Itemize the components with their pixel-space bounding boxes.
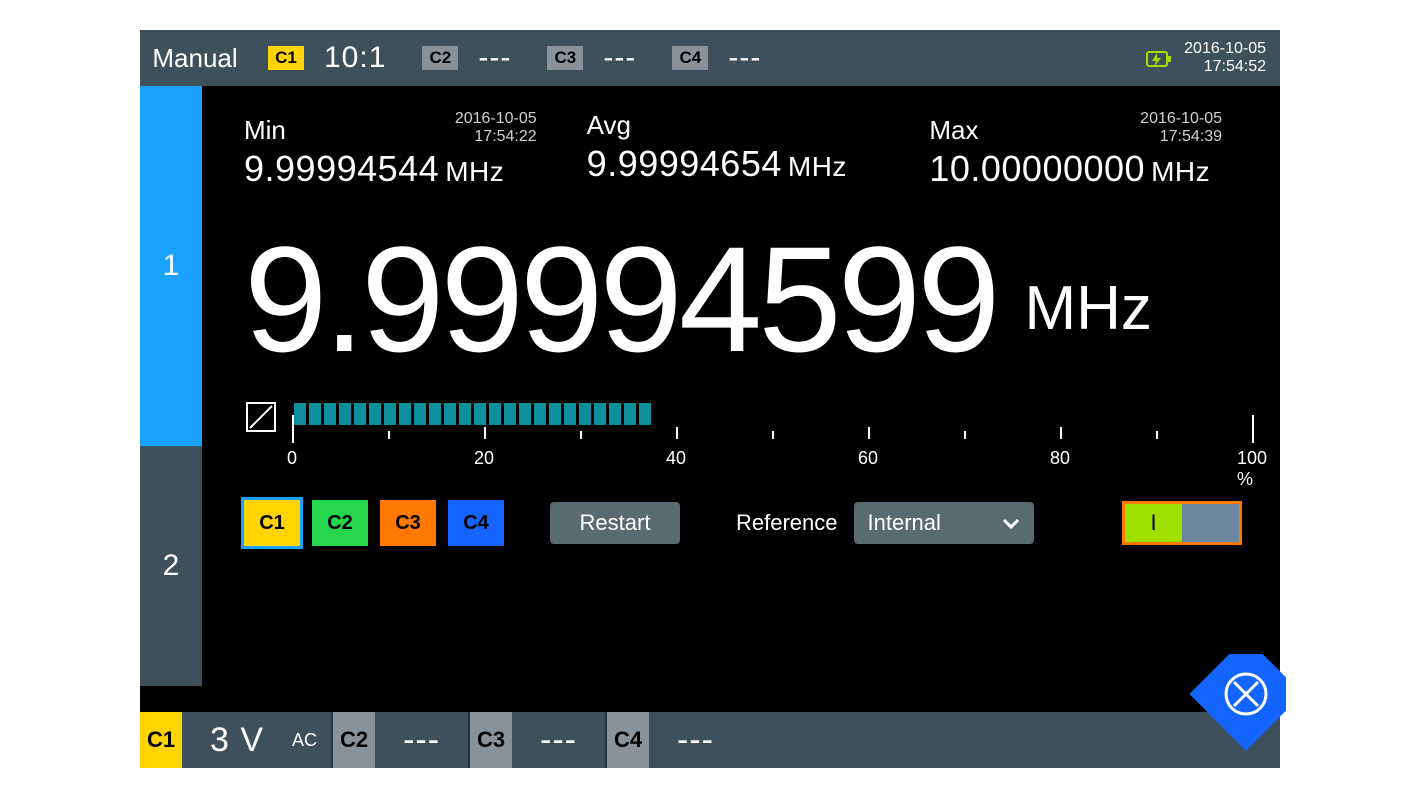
stat-avg-label: Avg (587, 110, 631, 141)
reading-value: 9.99994599 (244, 215, 996, 383)
progress-tick-label: 0 (287, 448, 297, 469)
progress-icon (244, 400, 278, 434)
channel-button-c3[interactable]: C3 (380, 500, 436, 546)
progress-bar[interactable] (292, 403, 1252, 431)
reference-label: Reference (736, 510, 838, 536)
progress-tick-label: 40 (666, 448, 686, 469)
reading-unit: MHz (1024, 273, 1151, 344)
bottom-chip-c4: C4 (607, 712, 649, 768)
top-channel-c2[interactable]: C2 --- (404, 41, 529, 75)
tab-2[interactable]: 2 (140, 446, 202, 686)
progress-ticks (292, 419, 1252, 439)
stat-avg: Avg 9.99994654MHz (587, 110, 910, 190)
channel-value-c4: --- (728, 41, 761, 75)
clock-area: 2016-10-05 17:54:52 (1146, 40, 1280, 76)
bottom-chip-c3: C3 (470, 712, 512, 768)
channel-button-c4[interactable]: C4 (448, 500, 504, 546)
bottom-chip-c2: C2 (333, 712, 375, 768)
channel-button-c1[interactable]: C1 (244, 500, 300, 546)
top-bar: Manual C1 10:1 C2 --- C3 --- C4 --- (140, 30, 1280, 86)
main-reading: 9.99994599MHz (244, 224, 1252, 374)
progress-tick-label: 80 (1050, 448, 1070, 469)
channel-button-c2[interactable]: C2 (312, 500, 368, 546)
progress-tick-label: 100 % (1237, 448, 1267, 490)
bottom-chip-c1: C1 (140, 712, 182, 768)
reference-value: Internal (868, 510, 941, 536)
stat-avg-value: 9.99994654MHz (587, 143, 910, 185)
bottom-channel-c4[interactable]: C4 --- (607, 712, 742, 768)
bottom-channel-c2[interactable]: C2 --- (333, 712, 468, 768)
brand-logo-icon (1166, 654, 1286, 774)
instrument-screen: Manual C1 10:1 C2 --- C3 --- C4 --- (140, 30, 1280, 768)
stat-min-value: 9.99994544MHz (244, 148, 567, 190)
bottom-channel-c1[interactable]: C1 3 V AC (140, 712, 331, 768)
stat-min-timestamp: 2016-10-05 17:54:22 (455, 110, 537, 146)
stat-max-timestamp: 2016-10-05 17:54:39 (1140, 110, 1222, 146)
run-toggle[interactable]: I (1122, 501, 1242, 545)
mode-label[interactable]: Manual (140, 43, 250, 74)
channel-chip-c2: C2 (422, 46, 458, 70)
stat-max-value: 10.00000000MHz (929, 148, 1252, 190)
bottom-bar: C1 3 V AC C2 --- C3 --- C4 --- (140, 712, 1280, 768)
stat-max: Max 2016-10-05 17:54:39 10.00000000MHz (929, 110, 1252, 190)
channel-chip-c3: C3 (547, 46, 583, 70)
clock-date: 2016-10-05 (1184, 40, 1266, 58)
controls-row: C1 C2 C3 C4 Restart Reference Internal I (244, 500, 1252, 546)
stat-min-label: Min (244, 115, 286, 146)
restart-button[interactable]: Restart (550, 502, 680, 544)
top-channel-c1[interactable]: C1 10:1 (250, 41, 404, 75)
progress-tick-label: 60 (858, 448, 878, 469)
reference-select[interactable]: Internal (854, 502, 1034, 544)
clock-time: 17:54:52 (1184, 58, 1266, 76)
progress-area: 020406080100 % (244, 400, 1252, 472)
toggle-on-label: I (1125, 504, 1182, 542)
bottom-value-c2: --- (375, 721, 468, 760)
channel-chip-c1: C1 (268, 46, 304, 70)
stats-row: Min 2016-10-05 17:54:22 9.99994544MHz Av… (244, 110, 1252, 190)
clock-text: 2016-10-05 17:54:52 (1184, 40, 1266, 76)
bottom-value-c1: 3 V (182, 721, 292, 760)
channel-chip-c4: C4 (672, 46, 708, 70)
toggle-off-label (1182, 504, 1239, 542)
channel-value-c2: --- (478, 41, 511, 75)
progress-axis-labels: 020406080100 % (292, 448, 1252, 472)
battery-charging-icon (1146, 49, 1172, 67)
chevron-down-icon (1002, 510, 1020, 536)
bottom-channel-c3[interactable]: C3 --- (470, 712, 605, 768)
top-channel-c4[interactable]: C4 --- (654, 41, 779, 75)
tab-1[interactable]: 1 (140, 86, 202, 446)
bottom-value-c4: --- (649, 721, 742, 760)
progress-tick-label: 20 (474, 448, 494, 469)
channel-value-c1: 10:1 (324, 41, 386, 75)
channel-value-c3: --- (603, 41, 636, 75)
channel-buttons: C1 C2 C3 C4 (244, 500, 504, 546)
main-panel: Min 2016-10-05 17:54:22 9.99994544MHz Av… (202, 86, 1280, 712)
stat-max-label: Max (929, 115, 978, 146)
bottom-value-c3: --- (512, 721, 605, 760)
stat-min: Min 2016-10-05 17:54:22 9.99994544MHz (244, 110, 567, 190)
top-channel-c3[interactable]: C3 --- (529, 41, 654, 75)
bottom-sub-c1: AC (292, 730, 317, 751)
